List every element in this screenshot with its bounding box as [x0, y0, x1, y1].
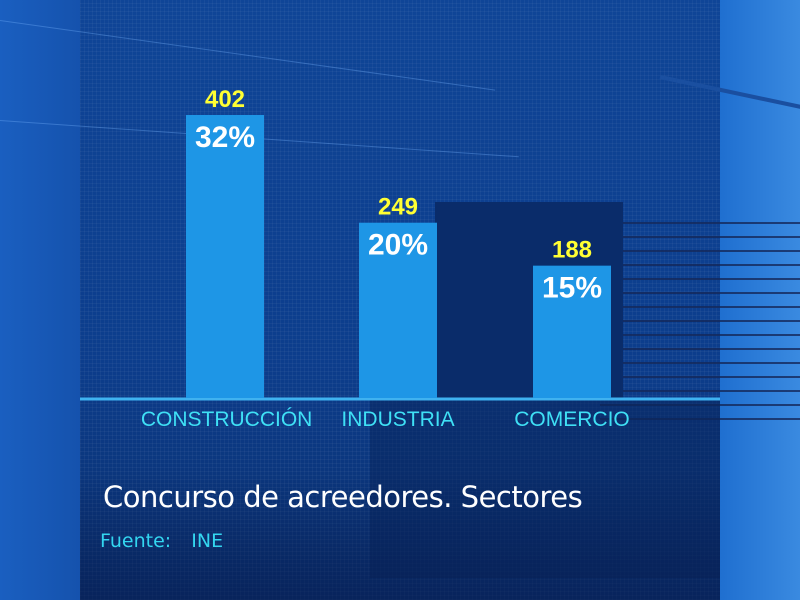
- caption-band: [80, 470, 720, 600]
- category-label: COMERCIO: [514, 408, 630, 431]
- percent-label: 15%: [542, 272, 602, 305]
- percent-label: 32%: [195, 121, 255, 154]
- category-label: INDUSTRIA: [341, 408, 454, 431]
- value-label: 402: [205, 86, 245, 113]
- bar-2: [533, 265, 611, 398]
- percent-label: 20%: [368, 229, 428, 262]
- source-value: INE: [191, 530, 224, 552]
- source-line: Fuente: INE: [100, 530, 237, 552]
- chart-title: Concurso de acreedores. Sectores: [103, 480, 583, 514]
- source-label: Fuente:: [100, 530, 172, 552]
- bar-1: [359, 222, 437, 398]
- bar-0: [186, 115, 264, 398]
- category-label: CONSTRUCCIÓN: [141, 408, 313, 431]
- decor-lines: [600, 220, 800, 420]
- value-label: 188: [552, 237, 592, 264]
- value-label: 249: [378, 194, 418, 221]
